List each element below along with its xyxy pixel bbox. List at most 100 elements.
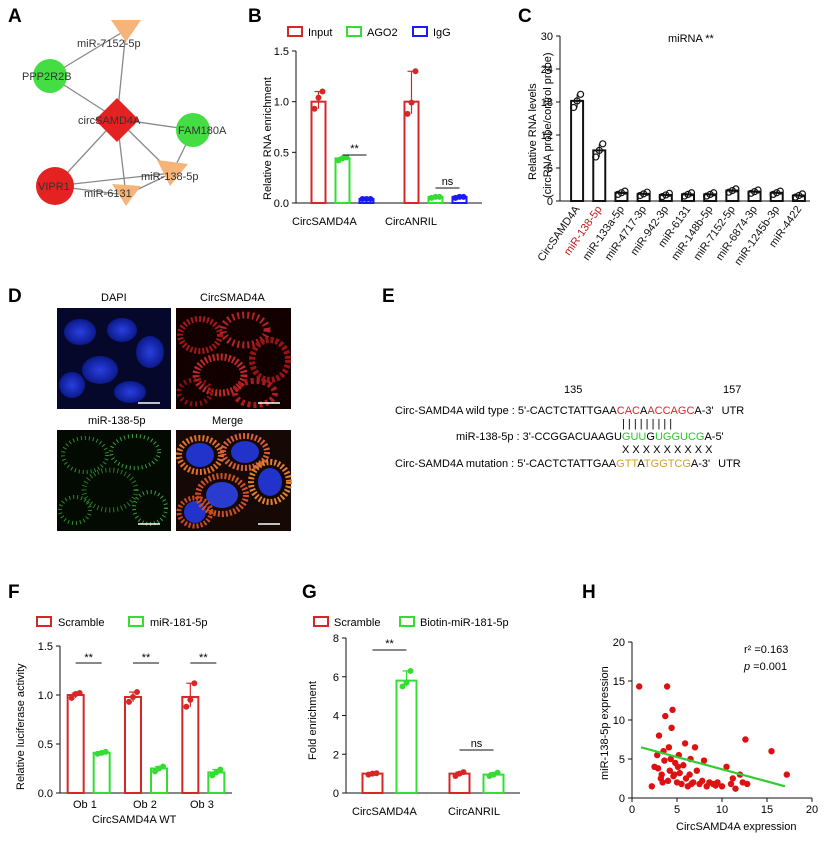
chart-b-point-2-1-2 bbox=[460, 193, 467, 200]
chart-h-point-1 bbox=[648, 783, 655, 790]
xcat-f-1: Ob 2 bbox=[133, 799, 157, 811]
chart-f-point-0-0-0 bbox=[68, 694, 75, 701]
chart-h-point-38 bbox=[718, 783, 726, 790]
chart-b-yticklabel-3: 1.5 bbox=[274, 46, 289, 58]
chart-h: miR-138-5p expression CircSAMD4A express… bbox=[599, 644, 796, 833]
label-mir138: miR-138-5p bbox=[141, 171, 198, 183]
title-dapi: DAPI bbox=[101, 292, 127, 304]
chart-b-bar-0-1 bbox=[403, 100, 420, 204]
chart-h-point-47 bbox=[768, 748, 775, 755]
chart-h-xticklabel-3: 15 bbox=[761, 804, 773, 816]
chart-h-point-0 bbox=[636, 683, 643, 690]
xcat-f-2: Ob 3 bbox=[190, 799, 214, 811]
chart-h-point-32 bbox=[700, 757, 708, 764]
chart-c-point-2-1 bbox=[617, 189, 626, 197]
chart-h-xticklabel-0: 0 bbox=[629, 804, 635, 816]
legend-b-input-swatch bbox=[287, 26, 303, 37]
chart-h-point-46 bbox=[744, 780, 751, 788]
legend-g-biotin: Biotin-miR-181-5p bbox=[420, 617, 509, 629]
ylabel-c-line2: (circRNA probe/control probe) bbox=[542, 52, 554, 198]
xcat-b-0: CircSAMD4A bbox=[292, 216, 357, 228]
seq-row-mutation: Circ-SAMD4A mutation : 5'-CACTCTATTGAAGT… bbox=[395, 458, 741, 470]
label-circsamd4a: circSAMD4A bbox=[78, 115, 141, 127]
chart-h-point-42 bbox=[732, 785, 739, 792]
chart-f-bar-0-2 bbox=[181, 695, 200, 795]
sequence-alignment: 135 157 Circ-SAMD4A wild type : 5'-CACTC… bbox=[395, 384, 744, 470]
panel-letter-d: D bbox=[8, 286, 22, 307]
seq-row-mirna: miR-138-5p : 3'-CCGGACUAAGUGUUGUGGUCGA-5… bbox=[456, 431, 724, 443]
chart-f: Scramble miR-181-5p Relative luciferase … bbox=[15, 616, 214, 826]
chart-c-yticklabel-0: 0 bbox=[547, 196, 553, 208]
chart-g-yticklabel-0: 0 bbox=[333, 788, 339, 800]
chart-f-yticklabel-1: 0.5 bbox=[38, 739, 53, 751]
chart-h-yticklabel-3: 15 bbox=[613, 676, 625, 688]
chart-b-yticklabel-1: 0.5 bbox=[274, 147, 289, 159]
xcat-b-1: CircANRIL bbox=[385, 216, 437, 228]
chart-c: Relative RNA levels (circRNA probe/contr… bbox=[527, 33, 715, 198]
title-mir138: miR-138-5p bbox=[88, 415, 145, 427]
chart-b-point-2-0-2 bbox=[367, 195, 374, 202]
seq-xs: X X X X X X X X X bbox=[622, 444, 713, 456]
chart-g-point-0-0-2 bbox=[373, 770, 380, 777]
chart-g-yticklabel-2: 4 bbox=[333, 711, 339, 723]
chart-f-point-0-0-2 bbox=[76, 690, 83, 697]
chart-h-point-20 bbox=[678, 780, 685, 788]
chart-h-point-45 bbox=[742, 736, 749, 743]
legend-f-mir181-swatch bbox=[128, 616, 144, 627]
legend-b-ago2-swatch bbox=[346, 26, 362, 37]
legend-f-mir181: miR-181-5p bbox=[150, 617, 207, 629]
chart-c-bar-0 bbox=[570, 99, 585, 202]
mirna-node-138 bbox=[157, 160, 188, 186]
chart-h-point-50 bbox=[661, 757, 668, 764]
chart-c-yticklabel-1: 6 bbox=[547, 163, 553, 175]
chart-g-point-1-0-0 bbox=[399, 683, 406, 690]
chart-h-xticklabel-2: 10 bbox=[716, 804, 728, 816]
chart-f-point-0-2-0 bbox=[183, 703, 190, 710]
panel-letter-c: C bbox=[518, 6, 532, 27]
chart-h-point-53 bbox=[671, 771, 678, 778]
chart-b-point-0-0-0 bbox=[311, 105, 318, 112]
chart-h-point-39 bbox=[723, 763, 730, 770]
chart-f-bar-1-0 bbox=[92, 751, 111, 795]
circrna-node bbox=[95, 98, 139, 142]
chart-f-bar-0-1 bbox=[124, 695, 142, 795]
chart-c-point-0-2 bbox=[576, 90, 585, 98]
gene-node-fam180a bbox=[176, 113, 210, 147]
chart-b-point-0-0-2 bbox=[319, 88, 326, 95]
chart-g-annotation-1: ns bbox=[471, 738, 483, 750]
label-fam180a: FAM180A bbox=[178, 125, 227, 137]
mirna-node-6131 bbox=[112, 184, 141, 206]
chart-h-yticklabel-0: 0 bbox=[619, 793, 625, 805]
chart-h-point-12 bbox=[667, 755, 674, 763]
chart-c-point-8-1 bbox=[750, 188, 759, 196]
chart-g-point-1-0-1 bbox=[403, 679, 410, 686]
label-mir6131: miR-6131 bbox=[84, 188, 132, 200]
chart-h-yticklabel-1: 5 bbox=[619, 754, 625, 766]
chart-h-xticklabel-1: 5 bbox=[674, 804, 680, 816]
chart-c-point-10-1 bbox=[795, 191, 803, 200]
chart-g-bar-1-0 bbox=[395, 679, 418, 794]
image-circsmad4a bbox=[176, 308, 291, 409]
panel-letter-e: E bbox=[382, 286, 395, 307]
image-merge bbox=[176, 430, 292, 531]
chart-h-point-55 bbox=[659, 779, 666, 786]
chart-h-point-52 bbox=[674, 763, 682, 770]
seq-pipes: | | | | | | | | | bbox=[622, 418, 672, 430]
legend-f-scramble: Scramble bbox=[58, 617, 104, 629]
chart-h-point-13 bbox=[668, 724, 675, 731]
chart-c-point-4-1 bbox=[662, 191, 670, 199]
chart-b-bar-1-0 bbox=[334, 157, 351, 204]
panel-letter-b: B bbox=[248, 6, 262, 27]
chart-g-yticklabel-3: 6 bbox=[333, 672, 339, 684]
xlabel-f: CircSAMD4A WT bbox=[92, 814, 177, 826]
chart-c-point-7-1 bbox=[728, 186, 736, 195]
ylabel-g: Fold enrichment bbox=[307, 681, 319, 760]
chart-h-point-29 bbox=[693, 767, 700, 774]
legend-g-scramble-swatch bbox=[313, 616, 329, 627]
ylabel-b: Relative RNA enrichment bbox=[262, 77, 274, 200]
chart-h-point-21 bbox=[680, 762, 687, 769]
chart-h-point-48 bbox=[783, 771, 790, 778]
chart-h-point-9 bbox=[663, 683, 671, 690]
title-merge: Merge bbox=[212, 415, 243, 427]
